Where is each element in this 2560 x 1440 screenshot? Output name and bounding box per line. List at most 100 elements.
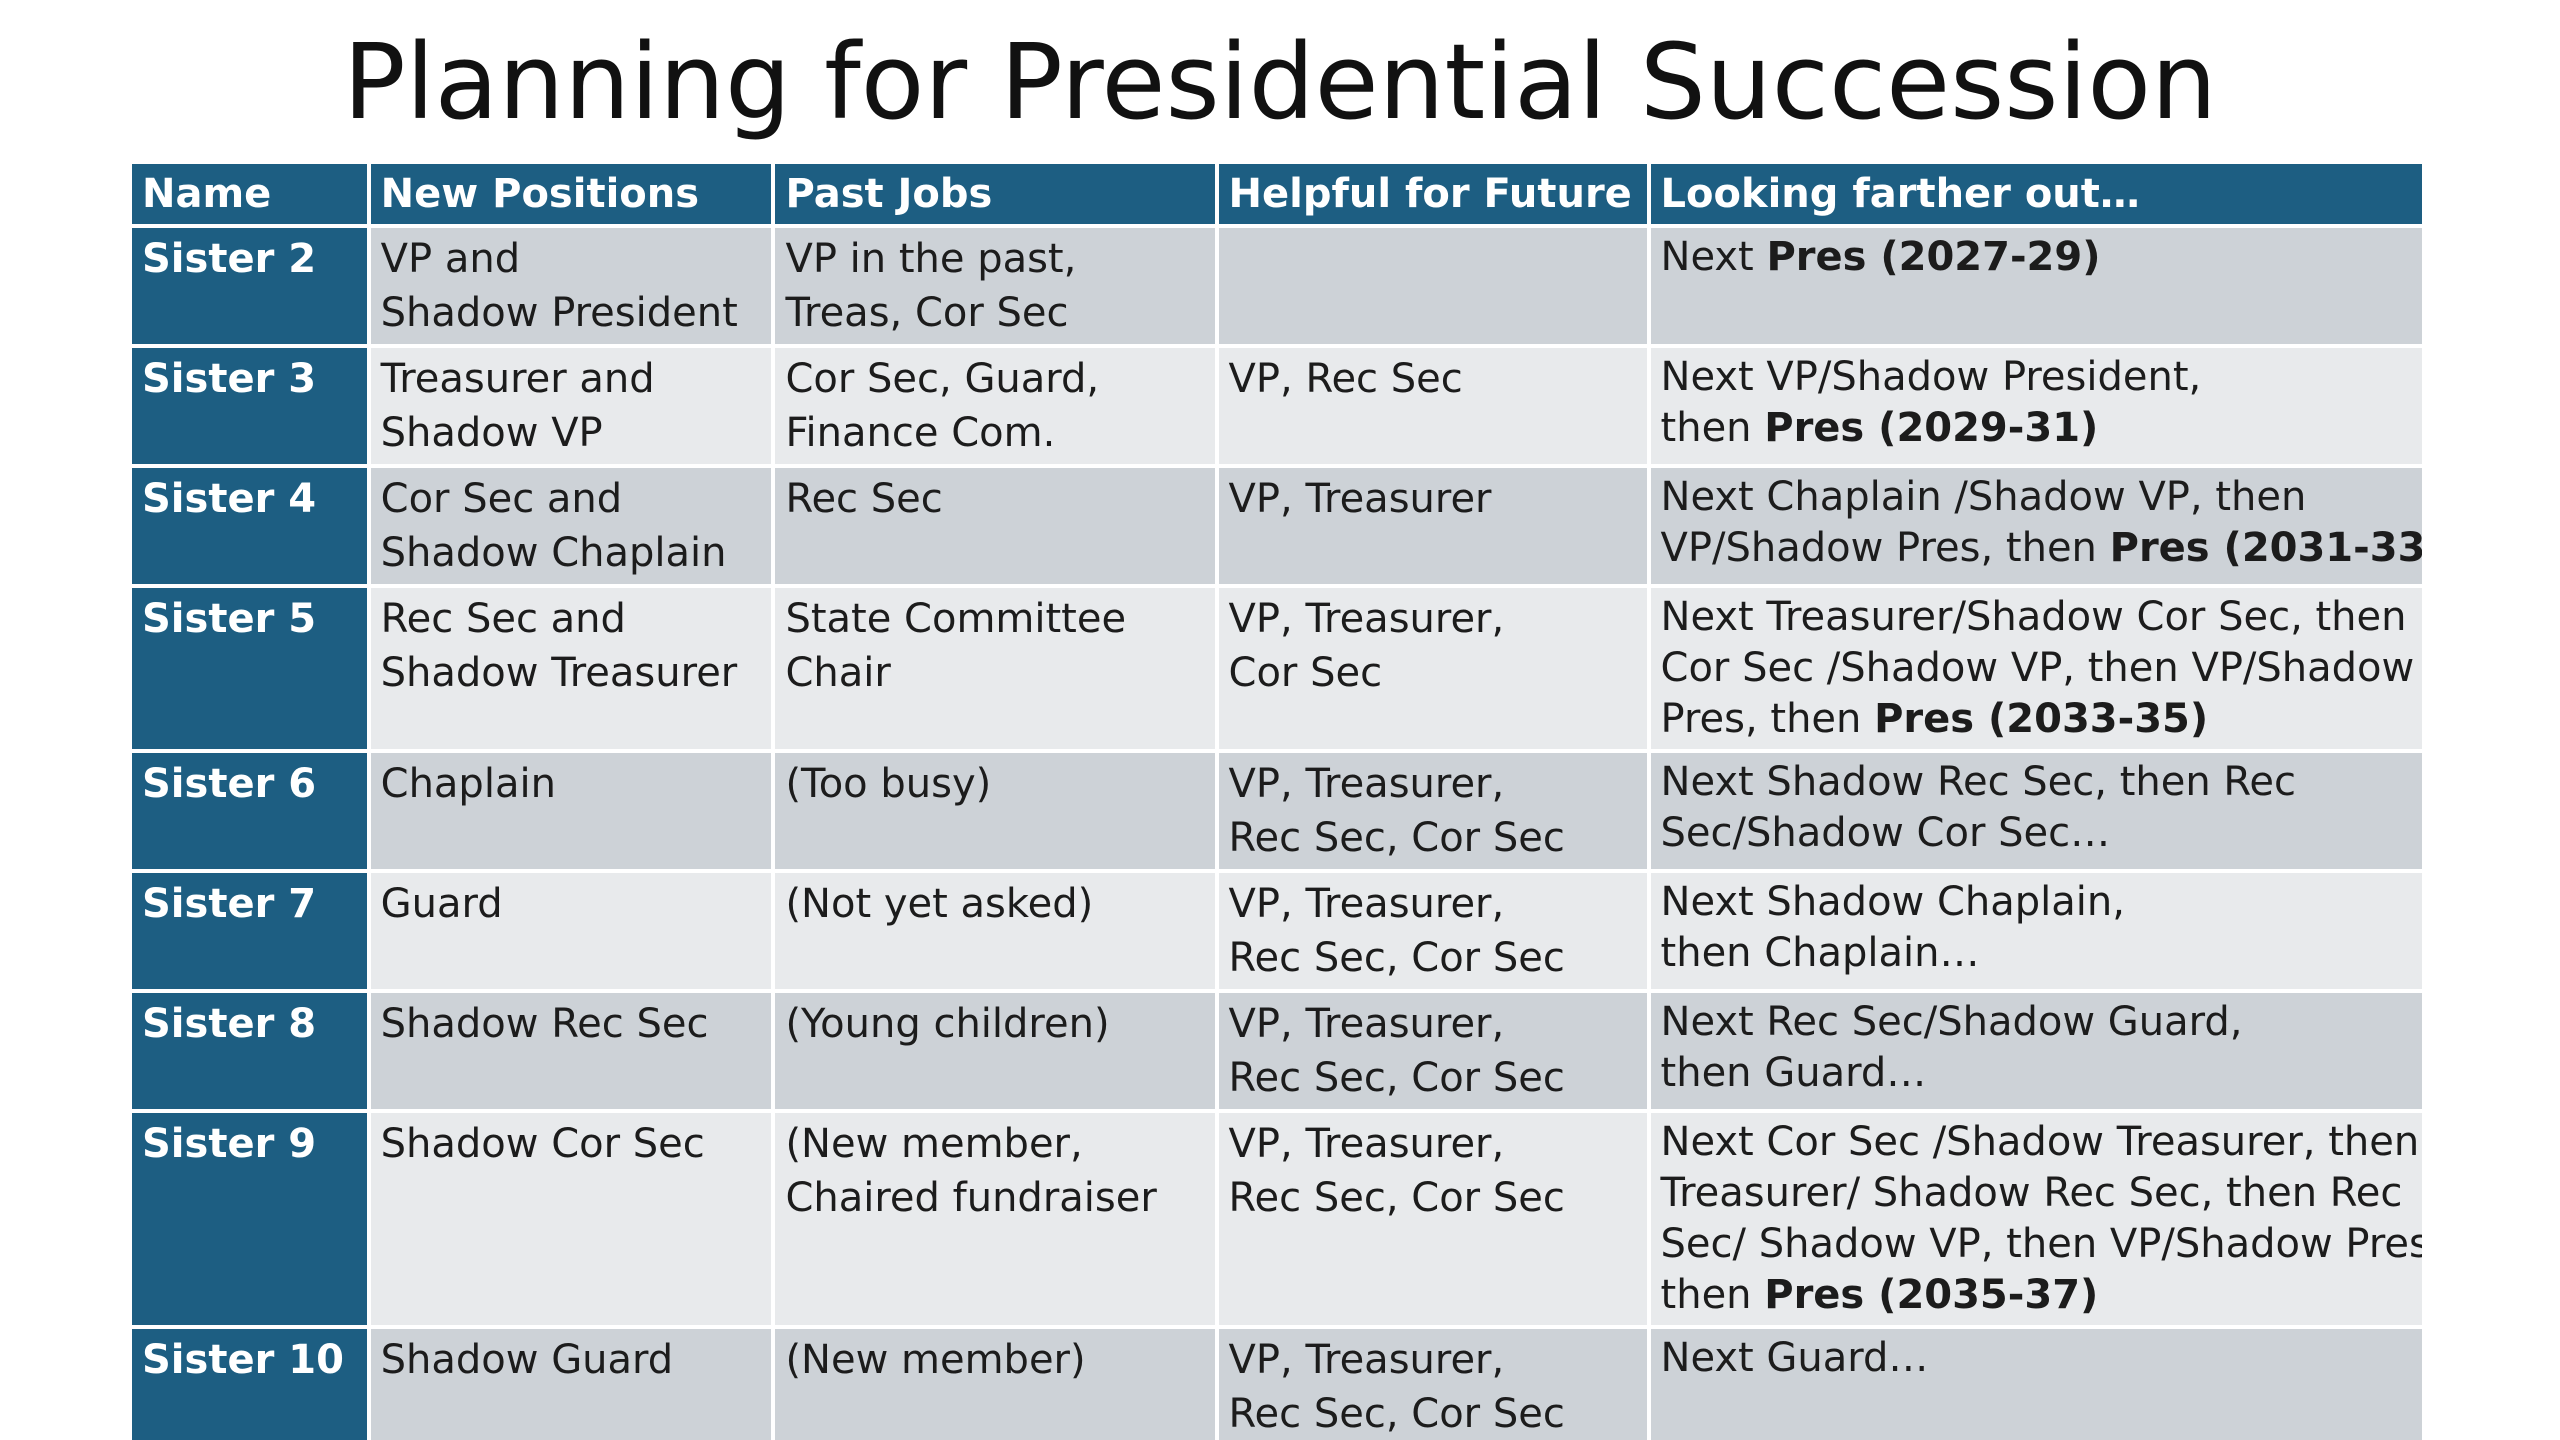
header-looking-farther-out: Looking farther out… xyxy=(1650,164,2422,224)
cell-line: Next Cor Sec /Shadow Treasurer, then xyxy=(1661,1117,2420,1168)
cell-helpful-for-future: VP, Treasurer, Rec Sec, Cor Sec xyxy=(1218,1113,1647,1325)
cell-past-jobs: State Committee Chair xyxy=(775,588,1215,749)
line-text: then xyxy=(1660,405,1765,451)
cell-line: Rec Sec and xyxy=(380,596,626,642)
cell-looking-farther-out: Next Guard… xyxy=(1650,1329,2422,1440)
cell-looking-farther-out: Next Shadow Chaplain, then Chaplain… xyxy=(1650,873,2422,989)
table-row: Sister 8 Shadow Rec Sec (Young children) … xyxy=(132,993,2422,1109)
cell-line: VP and xyxy=(380,236,521,282)
cell-line: Next Guard… xyxy=(1661,1333,2412,1384)
cell-looking-farther-out: Next Rec Sec/Shadow Guard, then Guard… xyxy=(1650,993,2422,1109)
table-row: Sister 7 Guard (Not yet asked) VP, Treasu… xyxy=(132,873,2422,989)
cell-line: Treas, Cor Sec xyxy=(785,290,1069,336)
cell-line: Treasurer and xyxy=(380,356,655,402)
line-text: Sec/ Shadow VP, then VP/Shadow Pres, xyxy=(1660,1221,2422,1267)
line-text: Next Cor Sec /Shadow Treasurer, then xyxy=(1660,1119,2420,1165)
cell-name: Sister 6 xyxy=(132,753,367,869)
cell-past-jobs: Cor Sec, Guard, Finance Com. xyxy=(775,348,1215,464)
table-row: Sister 6 Chaplain (Too busy) VP, Treasurer… xyxy=(132,753,2422,869)
line-text: Next VP/Shadow President, xyxy=(1660,354,2202,400)
cell-line: Sec/Shadow Cor Sec… xyxy=(1661,808,2412,859)
cell-line: Shadow Cor Sec xyxy=(380,1121,705,1167)
cell-line: Next Treasurer/Shadow Cor Sec, then xyxy=(1661,592,2412,643)
header-new-positions: New Positions xyxy=(370,164,772,224)
line-text: then xyxy=(1660,1272,1765,1318)
slide-title: Planning for Presidential Succession xyxy=(343,21,2217,143)
cell-name: Sister 10 xyxy=(132,1329,367,1440)
header-helpful-for-future: Helpful for Future xyxy=(1218,164,1647,224)
cell-line: Rec Sec, Cor Sec xyxy=(1228,1391,1565,1437)
table-row: Sister 2 VP and Shadow President VP in the … xyxy=(132,228,2422,344)
cell-name: Sister 8 xyxy=(132,993,367,1109)
cell-line: Cor Sec xyxy=(1228,650,1383,696)
cell-looking-farther-out: Next Pres (2027-29) xyxy=(1650,228,2422,344)
cell-line: VP, Rec Sec xyxy=(1228,356,1463,402)
cell-line: State Committee xyxy=(785,596,1127,642)
cell-looking-farther-out: Next Cor Sec /Shadow Treasurer, then Trea… xyxy=(1650,1113,2422,1325)
cell-line: then Pres (2029-31) xyxy=(1661,403,2412,454)
line-text: VP/Shadow Pres, then xyxy=(1660,525,2110,571)
cell-helpful-for-future: VP, Treasurer, Rec Sec, Cor Sec xyxy=(1218,993,1647,1109)
table-row: Sister 10 Shadow Guard (New member) VP, Tr… xyxy=(132,1329,2422,1440)
cell-line: Guard xyxy=(380,881,503,927)
line-bold-text: Pres (2033-35) xyxy=(1874,696,2209,742)
cell-line: (Too busy) xyxy=(785,761,992,807)
cell-new-positions: Treasurer and Shadow VP xyxy=(370,348,772,464)
cell-line: VP/Shadow Pres, then Pres (2031-33) xyxy=(1660,523,2422,574)
cell-helpful-for-future: VP, Treasurer, Rec Sec, Cor Sec xyxy=(1218,1329,1647,1440)
line-text: Treasurer/ Shadow Rec Sec, then Rec xyxy=(1660,1170,2403,1216)
cell-helpful-for-future: VP, Rec Sec xyxy=(1218,348,1647,464)
line-text: Pres, then xyxy=(1660,696,1875,742)
cell-line: (Young children) xyxy=(785,1001,1110,1047)
cell-looking-farther-out: Next Shadow Rec Sec, then Rec Sec/Shadow … xyxy=(1650,753,2422,869)
line-text: Next xyxy=(1660,234,1767,280)
cell-line: VP, Treasurer, xyxy=(1228,881,1505,927)
cell-helpful-for-future xyxy=(1218,228,1647,344)
cell-line: (Not yet asked) xyxy=(785,881,1094,927)
header-row: Name New Positions Past Jobs Helpful for… xyxy=(132,164,2422,224)
cell-name: Sister 9 xyxy=(132,1113,367,1325)
cell-new-positions: Guard xyxy=(370,873,772,989)
cell-line: Next Chaplain /Shadow VP, then xyxy=(1661,472,2412,523)
cell-looking-farther-out: Next VP/Shadow President, then Pres (2029… xyxy=(1650,348,2422,464)
cell-new-positions: Cor Sec and Shadow Chaplain xyxy=(370,468,772,584)
cell-line: Next Shadow Chaplain, xyxy=(1661,877,2412,928)
cell-line: Chaired fundraiser xyxy=(785,1175,1157,1221)
cell-line: Shadow Treasurer xyxy=(380,650,738,696)
cell-line: (New member, xyxy=(785,1121,1083,1167)
line-text: Next Shadow Rec Sec, then Rec xyxy=(1660,759,2297,805)
table-row: Sister 3 Treasurer and Shadow VP Cor Sec, G… xyxy=(132,348,2422,464)
cell-line: Next Pres (2027-29) xyxy=(1661,232,2412,283)
cell-line: Pres, then Pres (2033-35) xyxy=(1661,694,2412,745)
cell-past-jobs: (Too busy) xyxy=(775,753,1215,869)
cell-helpful-for-future: VP, Treasurer, Cor Sec xyxy=(1218,588,1647,749)
cell-past-jobs: (Young children) xyxy=(775,993,1215,1109)
cell-line: VP, Treasurer, xyxy=(1228,1121,1505,1167)
line-text: Next Guard… xyxy=(1660,1335,1929,1381)
cell-helpful-for-future: VP, Treasurer, Rec Sec, Cor Sec xyxy=(1218,873,1647,989)
succession-table: Name New Positions Past Jobs Helpful for… xyxy=(128,160,2426,1440)
line-text: then Guard… xyxy=(1660,1050,1927,1096)
table-row: Sister 4 Cor Sec and Shadow Chaplain Rec Se… xyxy=(132,468,2422,584)
cell-line: Next VP/Shadow President, xyxy=(1661,352,2412,403)
table-body: Sister 2 VP and Shadow President VP in the … xyxy=(132,228,2422,1440)
cell-line: Next Shadow Rec Sec, then Rec xyxy=(1661,757,2412,808)
line-text: then Chaplain… xyxy=(1660,930,1980,976)
cell-line: VP, Treasurer, xyxy=(1228,1337,1505,1383)
cell-name: Sister 5 xyxy=(132,588,367,749)
cell-line: Shadow Rec Sec xyxy=(380,1001,709,1047)
cell-line: Rec Sec, Cor Sec xyxy=(1228,1175,1565,1221)
cell-line: Finance Com. xyxy=(785,410,1056,456)
cell-name: Sister 3 xyxy=(132,348,367,464)
line-text: Next Rec Sec/Shadow Guard, xyxy=(1660,999,2243,1045)
cell-name: Sister 7 xyxy=(132,873,367,989)
cell-line: VP, Treasurer xyxy=(1228,476,1492,522)
cell-line: Shadow President xyxy=(380,290,738,336)
cell-line: then Chaplain… xyxy=(1661,928,2412,979)
cell-helpful-for-future: VP, Treasurer, Rec Sec, Cor Sec xyxy=(1218,753,1647,869)
cell-line: Rec Sec, Cor Sec xyxy=(1228,1055,1565,1101)
cell-past-jobs: VP in the past, Treas, Cor Sec xyxy=(775,228,1215,344)
cell-line: Rec Sec, Cor Sec xyxy=(1228,815,1565,861)
table-row: Sister 9 Shadow Cor Sec (New member, Chair… xyxy=(132,1113,2422,1325)
line-text: Cor Sec /Shadow VP, then VP/Shadow xyxy=(1660,645,2415,691)
